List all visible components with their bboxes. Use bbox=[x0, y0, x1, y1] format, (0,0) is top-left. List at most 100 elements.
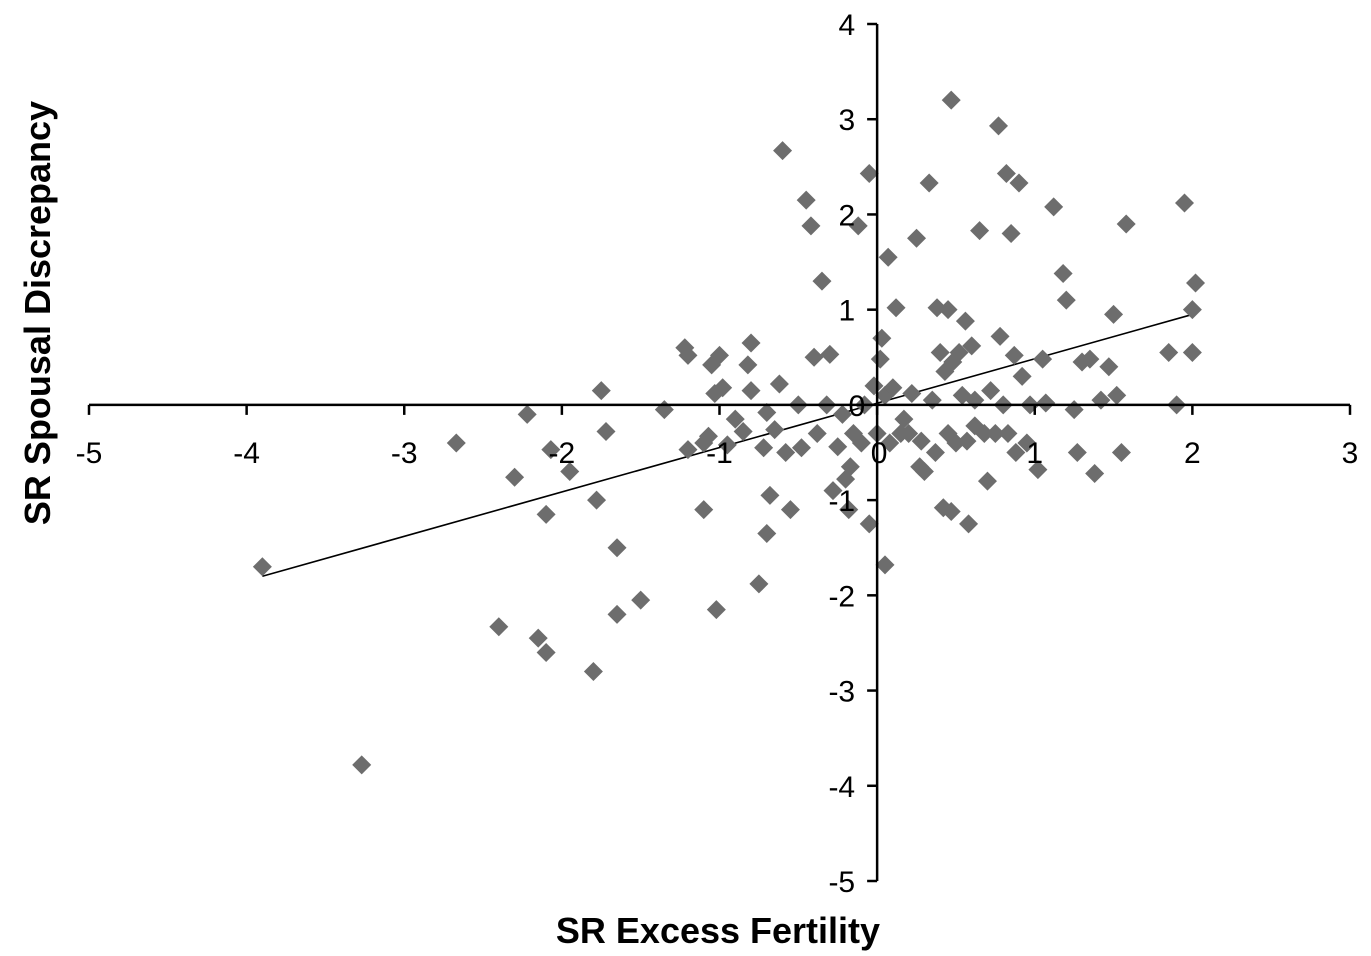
data-point bbox=[941, 502, 961, 522]
data-point bbox=[528, 628, 548, 648]
data-point bbox=[536, 504, 556, 524]
data-point bbox=[880, 433, 900, 453]
data-point bbox=[886, 298, 906, 318]
data-point bbox=[1009, 173, 1029, 193]
data-point bbox=[252, 557, 272, 577]
data-point bbox=[760, 485, 780, 505]
data-point bbox=[757, 523, 777, 543]
data-point bbox=[725, 409, 745, 429]
data-point bbox=[1174, 193, 1194, 213]
data-point bbox=[955, 311, 975, 331]
data-point bbox=[870, 349, 890, 369]
data-point bbox=[875, 555, 895, 575]
data-point bbox=[541, 440, 561, 460]
data-point bbox=[970, 221, 990, 241]
data-point bbox=[583, 662, 603, 682]
data-point bbox=[1033, 349, 1053, 369]
data-point bbox=[1004, 345, 1024, 365]
y-tick-label: -4 bbox=[828, 771, 855, 804]
data-point bbox=[859, 163, 879, 183]
data-point bbox=[974, 423, 994, 443]
data-point bbox=[796, 190, 816, 210]
data-point bbox=[807, 423, 827, 443]
data-point bbox=[1107, 385, 1127, 405]
data-point bbox=[840, 457, 860, 477]
y-tick-label: -3 bbox=[828, 676, 855, 709]
data-point bbox=[1182, 343, 1202, 363]
data-point bbox=[694, 500, 714, 520]
x-tick-label: 1 bbox=[1026, 437, 1043, 470]
data-point bbox=[733, 422, 753, 442]
data-point bbox=[749, 574, 769, 594]
x-tick-label: -4 bbox=[233, 437, 260, 470]
data-point bbox=[710, 345, 729, 365]
data-point bbox=[536, 642, 556, 662]
data-point bbox=[607, 604, 627, 624]
data-point bbox=[981, 381, 1001, 401]
data-point bbox=[678, 440, 698, 460]
data-point bbox=[1028, 460, 1048, 480]
data-point bbox=[1099, 357, 1119, 377]
x-tick-label: -2 bbox=[549, 437, 576, 470]
data-point bbox=[985, 423, 1005, 443]
x-tick-label: 2 bbox=[1184, 437, 1201, 470]
data-point bbox=[706, 600, 726, 620]
data-point bbox=[883, 378, 903, 398]
data-point bbox=[1017, 433, 1037, 453]
data-point bbox=[919, 173, 939, 193]
data-point bbox=[446, 433, 466, 453]
data-point bbox=[352, 755, 372, 775]
data-point bbox=[698, 426, 718, 446]
data-point bbox=[1116, 214, 1136, 234]
data-point bbox=[1080, 349, 1100, 369]
data-point bbox=[977, 471, 997, 491]
data-point bbox=[1012, 366, 1032, 386]
data-point bbox=[907, 228, 927, 248]
data-point bbox=[839, 500, 859, 520]
data-point bbox=[878, 247, 898, 267]
data-point bbox=[996, 163, 1016, 183]
data-point bbox=[922, 390, 942, 410]
data-point bbox=[959, 514, 979, 534]
data-point bbox=[773, 141, 793, 161]
data-point bbox=[631, 590, 651, 610]
data-point bbox=[864, 376, 884, 396]
data-point bbox=[738, 355, 758, 375]
points-layer bbox=[252, 90, 1206, 775]
data-point bbox=[596, 422, 616, 442]
data-point bbox=[1186, 273, 1206, 293]
data-point bbox=[823, 481, 843, 501]
data-point bbox=[517, 404, 537, 424]
data-point bbox=[754, 438, 774, 458]
data-point bbox=[930, 343, 950, 363]
y-tick-label: 2 bbox=[838, 199, 855, 232]
data-point bbox=[902, 383, 922, 403]
data-point bbox=[962, 336, 982, 356]
data-point bbox=[757, 403, 777, 423]
data-point bbox=[1067, 443, 1087, 462]
data-point bbox=[607, 538, 627, 558]
data-point bbox=[489, 617, 509, 637]
data-point bbox=[998, 423, 1018, 443]
data-point bbox=[911, 431, 931, 451]
data-point bbox=[894, 409, 914, 429]
data-point bbox=[812, 271, 832, 291]
data-point bbox=[717, 435, 737, 455]
data-point bbox=[1091, 390, 1111, 410]
x-tick-label: 0 bbox=[871, 437, 888, 470]
data-point bbox=[1064, 400, 1084, 420]
y-axis-title: SR Spousal Discrepancy bbox=[17, 101, 58, 525]
y-tick-label: 0 bbox=[848, 390, 865, 423]
data-point bbox=[1006, 443, 1026, 462]
x-tick-label: -5 bbox=[76, 437, 103, 470]
data-point bbox=[505, 467, 525, 487]
data-point bbox=[859, 514, 879, 534]
y-tick-label: -2 bbox=[828, 580, 855, 613]
data-point bbox=[791, 438, 811, 458]
data-point bbox=[851, 433, 871, 453]
data-point bbox=[872, 328, 892, 348]
y-tick-label: -1 bbox=[828, 485, 855, 518]
data-point bbox=[804, 347, 824, 367]
